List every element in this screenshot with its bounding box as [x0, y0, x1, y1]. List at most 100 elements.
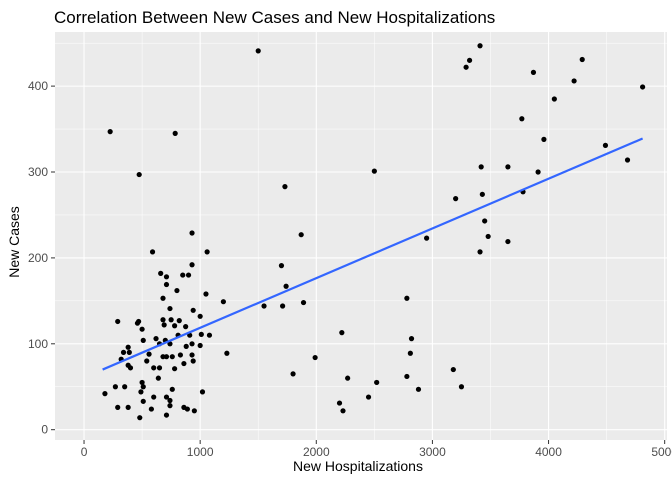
- y-tick-label: 400: [28, 79, 48, 93]
- data-point: [140, 384, 146, 390]
- y-tick-label: 0: [41, 423, 48, 437]
- data-point: [112, 384, 118, 390]
- data-point: [156, 365, 163, 371]
- chart-title: Correlation Between New Cases and New Ho…: [54, 8, 495, 27]
- data-point: [255, 48, 261, 54]
- data-point: [189, 262, 195, 268]
- data-point: [163, 412, 170, 418]
- data-point: [172, 366, 178, 372]
- data-point: [224, 350, 230, 356]
- data-point: [161, 322, 167, 328]
- data-point: [579, 56, 585, 63]
- data-point: [160, 317, 166, 323]
- data-point: [168, 317, 174, 323]
- x-tick-label: 4000: [535, 445, 562, 459]
- data-point: [203, 291, 209, 297]
- x-tick-label: 0: [81, 445, 88, 459]
- data-point: [115, 404, 121, 410]
- data-point: [160, 295, 166, 301]
- data-point: [477, 43, 483, 49]
- data-point: [172, 323, 178, 329]
- data-point: [482, 218, 488, 224]
- data-point: [140, 337, 146, 343]
- x-axis-title: New Hospitalizations: [293, 458, 423, 474]
- data-point: [125, 404, 131, 410]
- data-point: [146, 351, 152, 357]
- data-point: [404, 295, 410, 301]
- data-point: [571, 78, 577, 84]
- data-point: [312, 354, 318, 361]
- data-point: [153, 336, 159, 342]
- data-point: [485, 233, 491, 240]
- data-point: [477, 249, 483, 255]
- data-point: [107, 129, 113, 135]
- major-grid: [55, 32, 667, 440]
- data-point: [300, 299, 307, 306]
- data-point: [191, 408, 197, 414]
- data-point: [466, 57, 473, 63]
- data-point: [167, 397, 173, 404]
- data-point: [197, 342, 203, 349]
- data-point: [198, 331, 204, 337]
- data-point: [134, 320, 141, 326]
- data-point: [479, 191, 485, 197]
- data-point: [407, 350, 413, 356]
- data-point: [450, 366, 456, 373]
- data-point: [163, 281, 170, 288]
- data-point: [169, 354, 175, 360]
- data-point: [374, 379, 380, 386]
- data-point: [345, 375, 351, 381]
- data-point: [122, 384, 128, 390]
- data-point: [453, 196, 459, 202]
- data-point: [167, 305, 173, 312]
- data-point: [151, 394, 157, 400]
- data-point: [183, 343, 189, 349]
- data-point: [298, 232, 304, 238]
- data-point: [180, 272, 186, 278]
- data-point: [602, 142, 609, 148]
- data-point: [158, 270, 164, 276]
- data-point: [148, 406, 154, 412]
- data-point: [535, 169, 541, 175]
- data-point: [415, 386, 422, 392]
- data-point: [640, 84, 646, 90]
- data-point: [151, 365, 157, 371]
- data-point: [126, 349, 132, 355]
- data-point: [541, 136, 547, 142]
- data-point: [261, 303, 267, 309]
- y-tick-label: 200: [28, 251, 48, 265]
- data-point: [177, 352, 184, 358]
- data-point: [185, 272, 192, 278]
- data-point: [183, 324, 189, 330]
- data-point: [190, 358, 196, 364]
- data-point: [404, 373, 410, 380]
- x-tick-label: 2000: [303, 445, 330, 459]
- data-point: [127, 365, 134, 371]
- data-point: [137, 415, 143, 421]
- data-point: [181, 404, 187, 410]
- data-point: [280, 303, 286, 309]
- y-tick-label: 300: [28, 165, 48, 179]
- data-point: [139, 379, 145, 386]
- data-point: [424, 235, 430, 241]
- data-point: [519, 116, 525, 122]
- data-point: [189, 230, 195, 236]
- data-point: [278, 263, 285, 269]
- data-point: [144, 358, 150, 364]
- data-point: [102, 391, 108, 397]
- data-point: [163, 274, 170, 280]
- data-point: [206, 332, 213, 338]
- data-point: [138, 389, 144, 395]
- trend-line: [102, 137, 644, 371]
- data-point: [189, 341, 195, 347]
- plot-panel: [55, 32, 667, 440]
- data-point: [463, 64, 469, 70]
- data-point: [458, 384, 465, 390]
- data-points: [102, 43, 646, 421]
- data-point: [163, 354, 170, 360]
- data-point: [190, 307, 196, 313]
- data-point: [282, 184, 288, 190]
- data-point: [181, 360, 187, 367]
